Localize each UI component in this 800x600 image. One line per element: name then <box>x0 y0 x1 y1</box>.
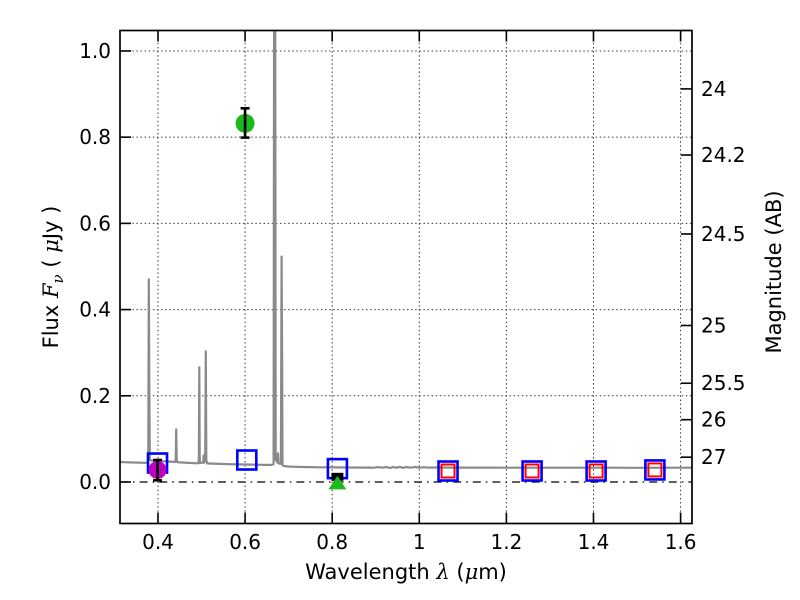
blue-square-marker <box>585 460 607 482</box>
error-bar <box>153 458 163 482</box>
y-axis-label-left: Flux Fν ( μJy ) <box>39 206 67 349</box>
red-square-marker <box>524 463 540 479</box>
green-triangle-marker <box>328 475 347 490</box>
flux-axis-tick-label: 0.0 <box>79 470 111 494</box>
blue-square-marker <box>521 460 543 482</box>
red-square-marker <box>647 462 663 478</box>
magnitude-axis-tick-label: 24.5 <box>701 222 746 246</box>
flux-axis-tick-label: 0.6 <box>79 211 111 235</box>
data-layer <box>120 30 692 490</box>
wavelength-axis-tick-label: 1.4 <box>578 530 610 554</box>
error-bar <box>240 106 250 139</box>
spectrum-line <box>120 30 692 470</box>
y-axis-label-right: Magnitude (AB) <box>762 190 786 353</box>
blue-square-marker <box>644 459 666 481</box>
magnitude-axis-tick-label: 25 <box>701 314 726 338</box>
x-axis-label: Wavelength λ (μm) <box>305 560 507 584</box>
flux-axis-tick-label: 0.2 <box>79 384 111 408</box>
axes-spines <box>119 29 693 525</box>
wavelength-axis-tick-label: 1 <box>413 530 426 554</box>
flux-axis-tick-label: 0.8 <box>79 125 111 149</box>
wavelength-axis-tick-label: 1.6 <box>665 530 697 554</box>
magnitude-axis-tick-label: 24 <box>701 77 726 101</box>
wavelength-axis-tick-label: 0.8 <box>316 530 348 554</box>
red-square-marker <box>588 463 604 479</box>
magnitude-axis-tick-label: 24.2 <box>701 143 746 167</box>
blue-square-marker <box>236 449 258 471</box>
magnitude-axis-tick-label: 25.5 <box>701 371 746 395</box>
plot-area <box>120 30 692 524</box>
magnitude-axis-tick-label: 27 <box>701 445 726 469</box>
wavelength-axis-tick-label: 0.4 <box>142 530 174 554</box>
flux-axis-tick-label: 1.0 <box>79 39 111 63</box>
wavelength-axis-tick-label: 1.2 <box>490 530 522 554</box>
blue-square-marker <box>437 460 459 482</box>
grid-layer <box>120 30 692 524</box>
wavelength-axis-tick-label: 0.6 <box>229 530 261 554</box>
magnitude-axis-tick-label: 26 <box>701 408 726 432</box>
flux-axis-tick-label: 0.4 <box>79 298 111 322</box>
tick-layer <box>120 30 692 524</box>
red-square-marker <box>440 463 456 479</box>
